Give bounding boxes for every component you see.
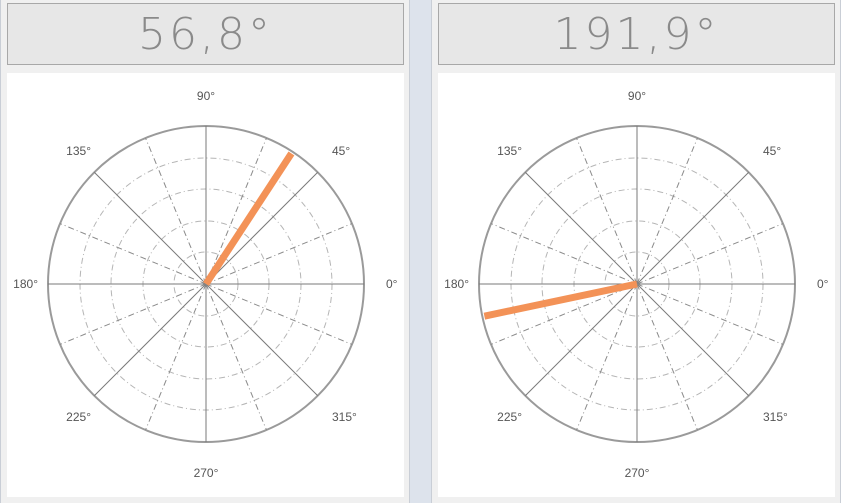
angle-readout-right: 191,9° (438, 3, 835, 65)
label-45: 45° (763, 144, 781, 158)
polar-chart-right: 0° 45° 90° 135° 180° 225° 270° 315° (444, 89, 829, 480)
polar-plot-right: 0° 45° 90° 135° 180° 225° 270° 315° (438, 73, 835, 497)
label-135: 135° (66, 144, 91, 158)
radial-line-225 (93, 283, 207, 397)
radial-line-247_5 (576, 283, 638, 431)
polar-plot-left: 0° 45° 90° 135° 180° 225° 270° 315° (7, 73, 404, 497)
polar-chart-left: 0° 45° 90° 135° 180° 225° 270° 315° (13, 89, 398, 480)
radial-line-112_5 (145, 137, 207, 285)
radial-line-45 (205, 171, 319, 285)
angle-readout-left: 56,8° (7, 3, 404, 65)
label-180: 180° (13, 277, 38, 291)
needle-right (483, 280, 638, 320)
label-135: 135° (497, 144, 522, 158)
radial-line-157_5 (490, 223, 638, 285)
radial-line-45 (636, 171, 750, 285)
label-270: 270° (625, 466, 650, 480)
label-0: 0° (386, 277, 398, 291)
radial-line-337_5 (636, 283, 784, 345)
radial-line-225 (524, 283, 638, 397)
radial-line-135 (524, 171, 638, 285)
label-90: 90° (628, 89, 646, 103)
radial-line-202_5 (59, 283, 207, 345)
radial-line-112_5 (576, 137, 638, 285)
radial-line-135 (93, 171, 207, 285)
radial-line-157_5 (59, 223, 207, 285)
label-90: 90° (197, 89, 215, 103)
label-225: 225° (66, 410, 91, 424)
label-225: 225° (497, 410, 522, 424)
needle-left (203, 151, 295, 286)
radial-line-22_5 (636, 223, 784, 285)
radial-line-22_5 (205, 223, 353, 285)
radial-line-292_5 (205, 283, 267, 431)
radial-line-67_5 (205, 137, 267, 285)
gauge-panel-right: 191,9° 0° 45° 90° 135° 180° 225° 270° 31… (431, 0, 841, 503)
radial-line-292_5 (636, 283, 698, 431)
label-315: 315° (332, 410, 357, 424)
radial-line-247_5 (145, 283, 207, 431)
label-0: 0° (817, 277, 829, 291)
label-45: 45° (332, 144, 350, 158)
radial-line-315 (636, 283, 750, 397)
label-315: 315° (763, 410, 788, 424)
radial-line-315 (205, 283, 319, 397)
gauge-panel-left: 56,8° 0° 45° 90° 135° 180° 225° 270° 315… (0, 0, 410, 503)
label-270: 270° (194, 466, 219, 480)
label-180: 180° (444, 277, 469, 291)
radial-line-67_5 (636, 137, 698, 285)
radial-line-337_5 (205, 283, 353, 345)
radial-line-202_5 (490, 283, 638, 345)
